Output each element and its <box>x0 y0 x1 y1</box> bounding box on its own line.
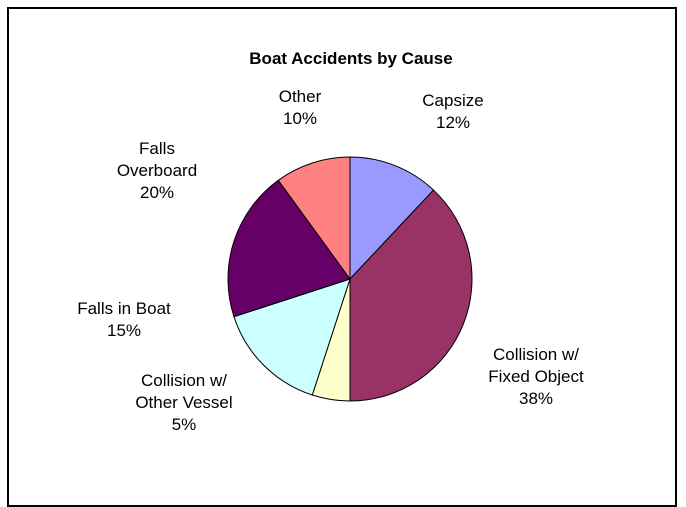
slice-name-line: Fixed Object <box>488 367 584 386</box>
slice-percent: 12% <box>436 113 470 132</box>
slice-name-line: Capsize <box>422 91 483 110</box>
chart-area: Boat Accidents by Cause Capsize 12% Collis… <box>7 7 677 507</box>
slice-label-1: Collision w/Fixed Object 38% <box>488 345 584 408</box>
slice-name-line: Falls <box>139 139 175 158</box>
slice-name-line: Other Vessel <box>135 393 232 412</box>
chart-title: Boat Accidents by Cause <box>249 49 452 68</box>
pie-slice-1 <box>349 189 473 402</box>
slice-name-line: Collision w/ <box>141 371 227 390</box>
slice-percent: 10% <box>283 109 317 128</box>
pie-chart: Boat Accidents by Cause Capsize 12% Collis… <box>77 49 584 434</box>
slice-label-2: Collision w/Other Vessel 5% <box>135 371 232 434</box>
slice-percent: 38% <box>519 389 553 408</box>
slice-label-0: Capsize 12% <box>422 91 483 132</box>
pie-slice-4 <box>227 179 351 318</box>
slice-percent: 20% <box>140 183 174 202</box>
slice-percent: 5% <box>172 415 197 434</box>
slice-label-4: Falls Overboard 20% <box>117 139 197 202</box>
pie-slice-3 <box>233 278 351 396</box>
pie-slices <box>227 156 473 402</box>
pie-slice-0 <box>349 156 435 281</box>
slice-name-line: Falls in Boat <box>77 299 171 318</box>
slice-name-line: Overboard <box>117 161 197 180</box>
slice-name-line: Collision w/ <box>493 345 579 364</box>
slice-label-5: Other 10% <box>279 87 322 128</box>
slice-name-line: Other <box>279 87 322 106</box>
slice-label-3: Falls in Boat 15% <box>77 299 171 340</box>
pie-labels: Capsize 12%Collision w/Fixed Object 38%Col… <box>77 87 584 434</box>
pie-slice-5 <box>277 156 351 281</box>
slice-percent: 15% <box>107 321 141 340</box>
